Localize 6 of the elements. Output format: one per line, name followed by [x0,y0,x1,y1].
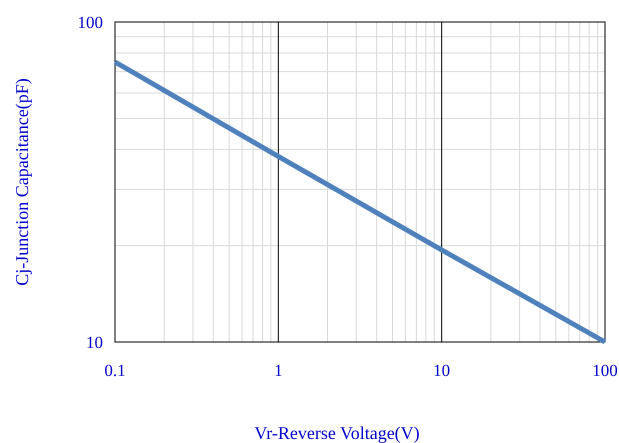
x-axis-title: Vr-Reverse Voltage(V) [254,423,420,443]
x-tick-label: 100 [592,361,618,380]
x-tick-label: 10 [433,361,450,380]
x-tick-label: 0.1 [104,361,126,380]
x-tick-label: 1 [274,361,283,380]
y-axis-title: Cj-Junction Capacitance(pF) [12,78,32,286]
